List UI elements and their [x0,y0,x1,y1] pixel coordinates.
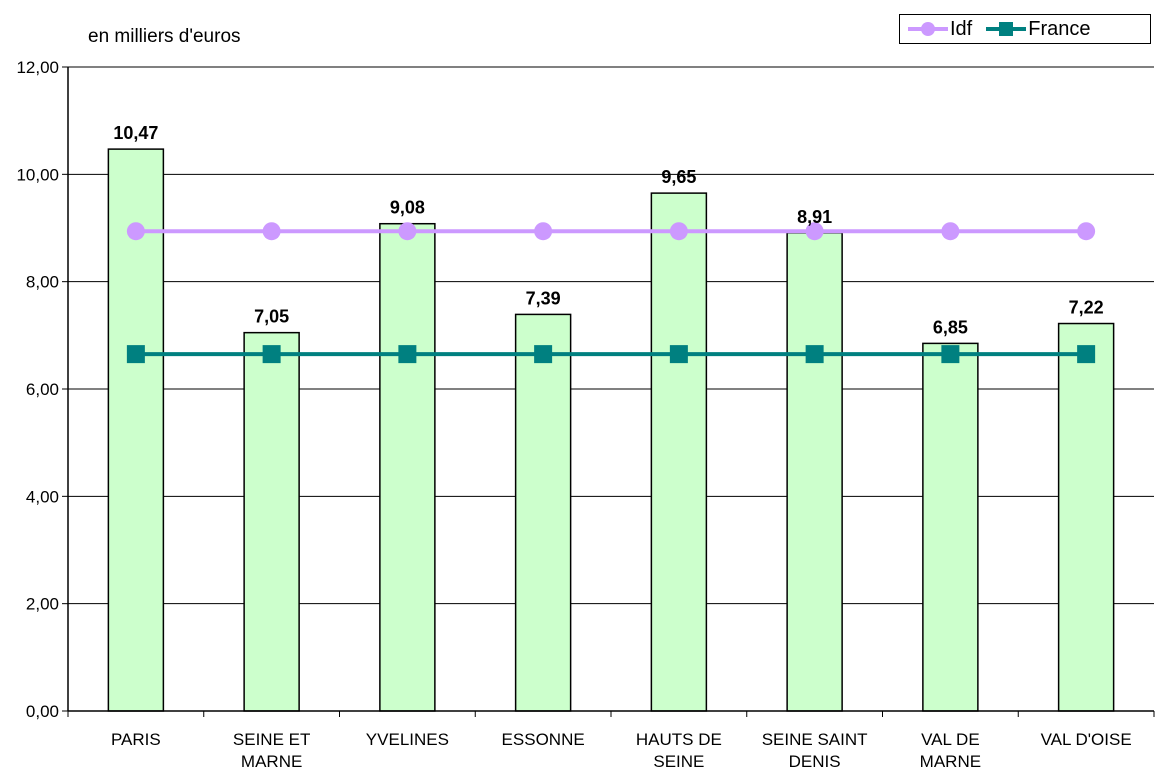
y-tick-label: 12,00 [16,58,59,77]
series-point-france [126,345,145,364]
data-label: 7,39 [526,288,561,308]
bar [379,222,436,712]
data-label: 9,65 [661,167,696,187]
series-point-idf [941,222,960,241]
series-point-idf [669,222,688,241]
series-point-idf [534,222,553,241]
x-tick-label: VAL DE [921,730,980,749]
series-point-france [669,345,688,364]
x-tick-label: DENIS [789,752,841,771]
y-tick-label: 0,00 [26,702,59,721]
bar [650,192,708,712]
data-label: 7,05 [254,307,289,327]
x-tick-label: ESSONNE [502,730,585,749]
bar [107,148,165,712]
x-tick-label: SEINE SAINT [762,730,868,749]
bar [514,313,572,712]
series-point-france [262,345,281,364]
data-label: 7,22 [1069,298,1104,318]
bar [1057,322,1115,712]
x-tick-label: SEINE ET [233,730,310,749]
bar [922,342,979,712]
series-point-idf [262,222,281,241]
legend-swatch-france [986,22,1027,36]
data-label: 9,08 [390,198,425,218]
series-point-france [398,345,417,364]
x-tick-label: MARNE [241,752,302,771]
series-point-idf [805,222,824,241]
series-point-idf [398,222,417,241]
series-point-idf [1077,222,1096,241]
x-tick-label: PARIS [111,730,161,749]
y-tick-label: 4,00 [26,487,59,506]
y-tick-label: 2,00 [26,595,59,614]
y-tick-label: 8,00 [26,273,59,292]
legend-label-idf: Idf [950,17,973,40]
series-point-france [805,345,824,364]
bar [786,232,843,712]
x-tick-label: MARNE [920,752,981,771]
x-tick-label: HAUTS DE [636,730,722,749]
data-label: 6,85 [933,317,968,337]
legend-item-france: France [986,17,1091,41]
series-point-france [534,345,553,364]
series-point-france [941,345,960,364]
y-tick-label: 10,00 [16,165,59,184]
x-tick-label: SEINE [653,752,704,771]
data-label: 10,47 [113,123,158,143]
data-label: 8,91 [797,207,832,227]
x-tick-label: VAL D'OISE [1041,730,1132,749]
legend-item-idf: Idf [908,18,972,41]
bar [243,331,300,712]
legend-swatch-idf [908,22,948,36]
legend-label-france: France [1028,17,1091,40]
series-point-idf [126,222,145,241]
unit-label: en milliers d'euros [88,26,241,47]
y-tick-label: 6,00 [26,380,59,399]
x-tick-label: YVELINES [366,730,449,749]
legend: Idf France [899,14,1151,44]
series-point-france [1077,345,1096,364]
